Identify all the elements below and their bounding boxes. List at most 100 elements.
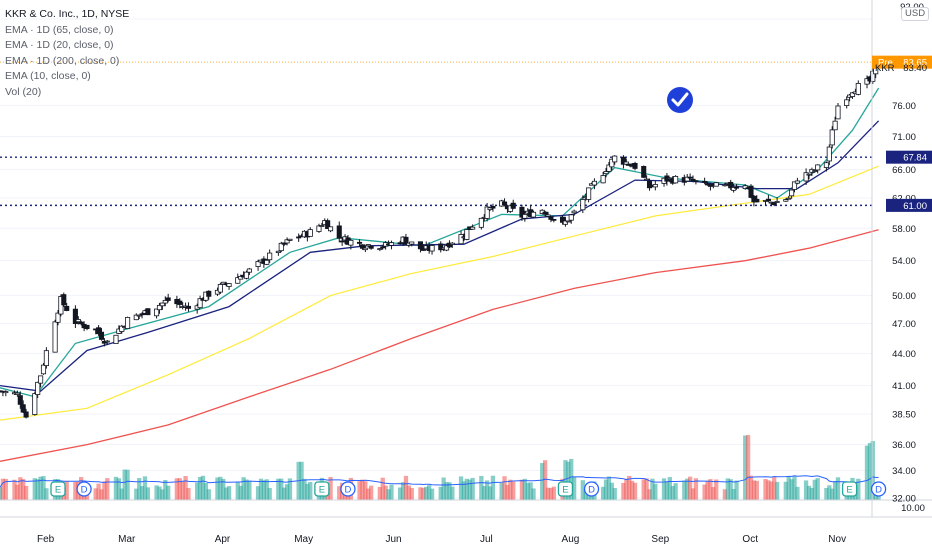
horizontal-levels[interactable] [0,61,872,207]
candle-down [96,327,102,335]
candle-up [652,184,658,188]
candle-up [35,381,41,395]
candle-up [789,189,795,197]
candle-up [731,187,737,191]
candles [0,64,882,419]
volume-bar-up [261,480,267,500]
candle-down [728,181,734,189]
volume-bar-up [789,479,794,500]
ema65-line [0,165,879,421]
volume-bar-up [731,488,736,500]
candle-down [646,180,653,189]
volume-bar-down [186,488,191,500]
candle-up [40,364,47,375]
candle-up [684,176,690,182]
candle-up [849,92,856,97]
volume-bar-down [511,481,516,500]
volume-bar-down [0,478,6,500]
candle-up [159,302,165,307]
candle-up [600,175,606,184]
candle-down [139,313,145,316]
volume-bar-down [632,482,638,500]
volume-bar-up [685,478,690,500]
volume-bar-up [783,481,788,500]
volume-bar-up [426,485,432,500]
grid [0,18,872,499]
volume-bar-down [693,478,699,500]
candle-up [591,180,597,186]
volume-bar-up [235,482,240,500]
volume-bar-up [139,486,145,500]
volume-bar-up [308,481,313,500]
candle-up [113,334,119,344]
candle-down [403,236,409,245]
legend-ema-20[interactable]: EMA · 1D (20, close, 0) [5,39,114,51]
earnings-marker: E [846,485,852,496]
candle-up [307,229,313,237]
volume-bar-down [548,487,554,500]
chart-legend[interactable]: KKR & Co. Inc., 1D, NYSE EMA · 1D (65, c… [5,7,129,100]
candle-down [693,180,699,183]
candle-up [156,304,163,311]
legend-ema-200[interactable]: EMA · 1D (200, close, 0) [5,54,120,67]
volume-bar-up [125,469,130,500]
candle-down [765,198,771,202]
candle-down [368,246,374,249]
candle-up [235,277,241,284]
candle-up [545,214,551,217]
legend-ema-65[interactable]: EMA · 1D (65, close, 0) [5,23,114,36]
currency-label[interactable]: USD [901,7,930,21]
volume-bar-up [247,480,252,500]
candle-down [501,201,508,206]
candle-down [165,297,171,301]
candle-up [806,173,812,176]
candle-up [32,393,38,415]
volume-bar-down [421,487,426,500]
volume-bar-down [337,486,342,500]
legend-title[interactable]: KKR & Co. Inc., 1D, NYSE [5,8,130,20]
level-low-tag-bg [886,198,932,212]
price-tick-label: 76.00 [892,101,916,112]
volume-bar-up [134,488,139,500]
candle-up [226,283,232,287]
volume-bar-up [830,488,835,500]
volume-bar-down [403,475,409,500]
volume-bar-down [690,488,696,500]
dividend-marker-bg [870,481,887,497]
candle-down [626,163,632,166]
candle-up [803,172,809,182]
volume-bar-up [264,479,269,500]
candle-up [565,220,571,223]
volume-bar-up [305,483,310,500]
price-tick-label: 41.00 [892,381,916,392]
candle-up [522,214,528,219]
candle-up [478,217,484,228]
candle-down [446,242,452,248]
volume-bar-up [870,441,875,500]
legend-ema-10[interactable]: EMA (10, close, 0) [5,70,91,82]
month-label: Apr [215,534,231,545]
volume-bar-up [241,477,246,500]
candle-down [702,181,708,183]
volume-bar-down [12,479,17,500]
volume-bar-up [809,487,815,500]
candle-up [844,99,850,106]
badge-circle [667,87,693,113]
dividend-marker-bg [340,481,356,497]
candle-up [220,281,226,285]
legend-volume[interactable]: Vol (20) [5,85,42,98]
volume-bar-down [641,479,646,500]
volume-bar-up [299,461,304,500]
volume-bar-up [487,486,493,500]
verified-check-icon[interactable] [667,87,693,113]
candle-up [812,170,818,172]
volume-bar-down [360,479,365,500]
volume-bar-down [644,478,649,500]
volume-bar-down [722,489,728,500]
volume-bar-up [786,476,791,500]
volume-bar-down [93,488,98,500]
volume-bar-up [32,478,37,500]
volume-bar-up [386,489,391,500]
